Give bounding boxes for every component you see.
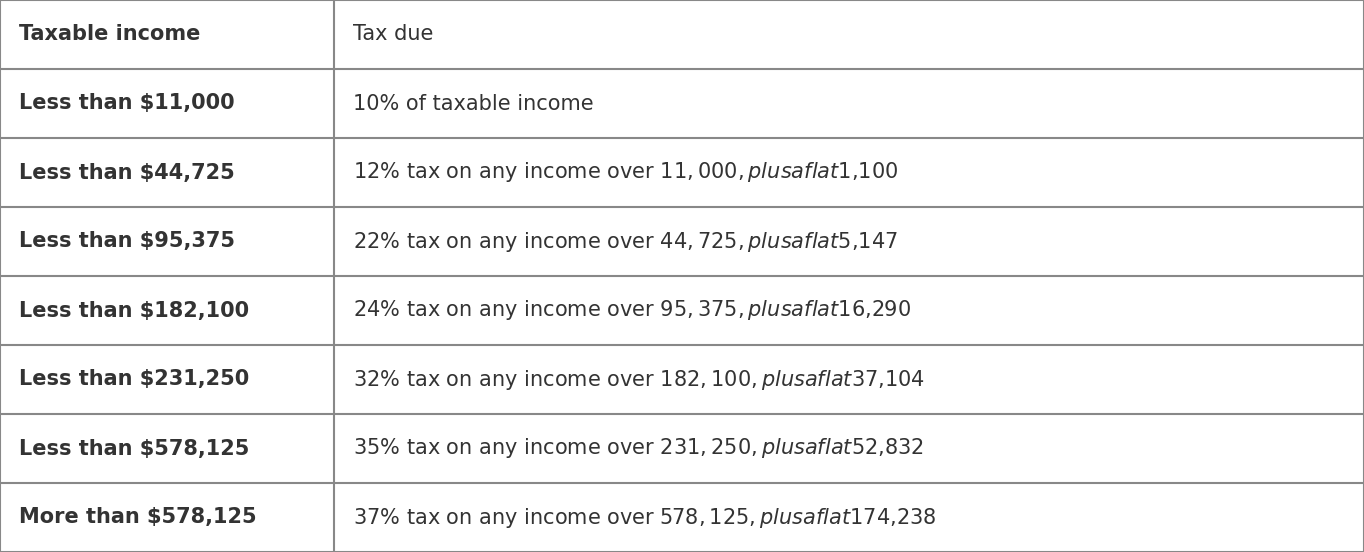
Bar: [334, 138, 1364, 207]
Text: 35% tax on any income over $231,250, plus a flat $52,832: 35% tax on any income over $231,250, plu…: [353, 437, 925, 460]
Bar: [334, 276, 1364, 345]
Text: 24% tax on any income over $95,375, plus a flat $16,290: 24% tax on any income over $95,375, plus…: [353, 299, 911, 322]
Bar: [334, 345, 1364, 414]
Bar: [334, 414, 1364, 483]
Text: Taxable income: Taxable income: [19, 24, 201, 45]
Text: 12% tax on any income over $11,000, plus a flat $1,100: 12% tax on any income over $11,000, plus…: [353, 161, 899, 184]
Bar: [0, 69, 334, 138]
Text: Less than $11,000: Less than $11,000: [19, 93, 235, 114]
Text: 37% tax on any income over $578,125, plus a flat $174,238: 37% tax on any income over $578,125, plu…: [353, 506, 937, 529]
Text: 22% tax on any income over $44,725, plus a flat $5,147: 22% tax on any income over $44,725, plus…: [353, 230, 898, 253]
Bar: [0, 138, 334, 207]
Bar: [334, 69, 1364, 138]
Bar: [0, 276, 334, 345]
Text: 32% tax on any income over $182,100, plus a flat $37,104: 32% tax on any income over $182,100, plu…: [353, 368, 925, 391]
Bar: [0, 414, 334, 483]
Bar: [334, 0, 1364, 69]
Bar: [0, 345, 334, 414]
Bar: [334, 207, 1364, 276]
Text: Less than $44,725: Less than $44,725: [19, 162, 235, 183]
Text: Less than $231,250: Less than $231,250: [19, 369, 250, 390]
Bar: [0, 207, 334, 276]
Text: Less than $182,100: Less than $182,100: [19, 300, 250, 321]
Bar: [0, 0, 334, 69]
Text: Less than $95,375: Less than $95,375: [19, 231, 235, 252]
Text: Tax due: Tax due: [353, 24, 434, 45]
Text: Less than $578,125: Less than $578,125: [19, 438, 250, 459]
Bar: [334, 483, 1364, 552]
Text: More than $578,125: More than $578,125: [19, 507, 256, 528]
Bar: [0, 483, 334, 552]
Text: 10% of taxable income: 10% of taxable income: [353, 93, 593, 114]
